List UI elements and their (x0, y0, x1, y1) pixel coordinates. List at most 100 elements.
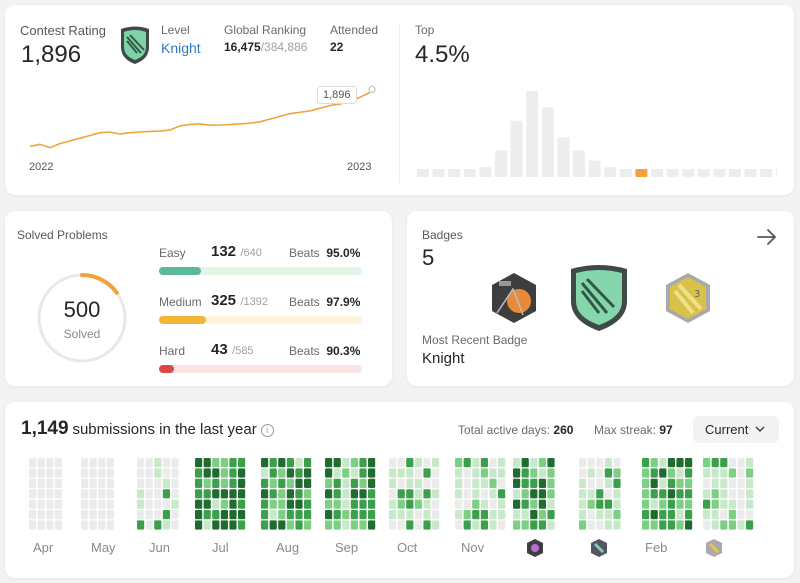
heatmap-cell[interactable] (547, 458, 555, 468)
heatmap-cell[interactable] (137, 489, 145, 499)
distribution-bar[interactable] (713, 169, 726, 177)
heatmap-cell[interactable] (579, 468, 587, 478)
heatmap-cell[interactable] (106, 520, 114, 530)
heatmap-cell[interactable] (423, 520, 431, 530)
heatmap-cell[interactable] (423, 468, 431, 478)
heatmap-cell[interactable] (203, 510, 211, 520)
heatmap-cell[interactable] (432, 520, 440, 530)
heatmap-cell[interactable] (212, 478, 220, 488)
heatmap-cell[interactable] (746, 478, 754, 488)
heatmap-cell[interactable] (650, 489, 658, 499)
heatmap-cell[interactable] (162, 458, 170, 468)
heatmap-cell[interactable] (521, 520, 529, 530)
heatmap-cell[interactable] (261, 478, 269, 488)
heatmap-cell[interactable] (685, 499, 693, 509)
heatmap-cell[interactable] (238, 489, 246, 499)
heatmap-cell[interactable] (220, 458, 228, 468)
heatmap-cell[interactable] (397, 499, 405, 509)
heatmap-cell[interactable] (295, 478, 303, 488)
heatmap-cell[interactable] (359, 489, 367, 499)
heatmap-cell[interactable] (145, 520, 153, 530)
heatmap-cell[interactable] (162, 489, 170, 499)
heatmap-cell[interactable] (642, 478, 650, 488)
heatmap-cell[interactable] (538, 499, 546, 509)
heatmap-cell[interactable] (46, 489, 54, 499)
heatmap-cell[interactable] (238, 458, 246, 468)
heatmap-cell[interactable] (359, 478, 367, 488)
heatmap-cell[interactable] (162, 510, 170, 520)
heatmap-cell[interactable] (538, 458, 546, 468)
heatmap-cell[interactable] (195, 489, 203, 499)
heatmap-cell[interactable] (472, 489, 480, 499)
distribution-bar[interactable] (744, 169, 757, 177)
heatmap-cell[interactable] (538, 489, 546, 499)
heatmap-cell[interactable] (145, 499, 153, 509)
heatmap-cell[interactable] (596, 458, 604, 468)
heatmap-cell[interactable] (342, 520, 350, 530)
heatmap-cell[interactable] (432, 489, 440, 499)
heatmap-cell[interactable] (414, 478, 422, 488)
heatmap-cell[interactable] (604, 478, 612, 488)
heatmap-cell[interactable] (596, 489, 604, 499)
heatmap-cell[interactable] (333, 510, 341, 520)
heatmap-cell[interactable] (480, 478, 488, 488)
heatmap-cell[interactable] (489, 478, 497, 488)
heatmap-cell[interactable] (342, 468, 350, 478)
heatmap-cell[interactable] (423, 499, 431, 509)
heatmap-cell[interactable] (642, 510, 650, 520)
heatmap-cell[interactable] (642, 468, 650, 478)
heatmap-cell[interactable] (737, 489, 745, 499)
distribution-bar[interactable] (573, 150, 585, 178)
heatmap-cell[interactable] (333, 468, 341, 478)
heatmap-cell[interactable] (37, 510, 45, 520)
heatmap-cell[interactable] (498, 499, 506, 509)
heatmap-cell[interactable] (667, 468, 675, 478)
distribution-bar[interactable] (651, 169, 663, 177)
heatmap-cell[interactable] (397, 489, 405, 499)
heatmap-cell[interactable] (229, 458, 237, 468)
heatmap-cell[interactable] (579, 489, 587, 499)
heatmap-cell[interactable] (286, 520, 294, 530)
heatmap-cell[interactable] (342, 458, 350, 468)
heatmap-cell[interactable] (389, 499, 397, 509)
heatmap-cell[interactable] (154, 510, 162, 520)
heatmap-cell[interactable] (530, 468, 538, 478)
heatmap-cell[interactable] (261, 458, 269, 468)
heatmap-cell[interactable] (659, 458, 667, 468)
heatmap-cell[interactable] (106, 510, 114, 520)
heatmap-cell[interactable] (521, 510, 529, 520)
heatmap-cell[interactable] (538, 478, 546, 488)
heatmap-cell[interactable] (359, 510, 367, 520)
days-badge-icon[interactable] (489, 271, 539, 325)
heatmap-cell[interactable] (106, 468, 114, 478)
heatmap-cell[interactable] (513, 478, 521, 488)
heatmap-cell[interactable] (596, 478, 604, 488)
heatmap-cell[interactable] (261, 468, 269, 478)
heatmap-cell[interactable] (54, 489, 62, 499)
heatmap-cell[interactable] (480, 489, 488, 499)
heatmap-cell[interactable] (46, 499, 54, 509)
heatmap-cell[interactable] (463, 489, 471, 499)
heatmap-cell[interactable] (579, 458, 587, 468)
heatmap-cell[interactable] (463, 520, 471, 530)
heatmap-cell[interactable] (295, 520, 303, 530)
heatmap-cell[interactable] (650, 520, 658, 530)
distribution-bar[interactable] (697, 169, 710, 177)
heatmap-cell[interactable] (295, 458, 303, 468)
heatmap-cell[interactable] (278, 458, 286, 468)
heatmap-cell[interactable] (212, 468, 220, 478)
heatmap-cell[interactable] (278, 520, 286, 530)
heatmap-cell[interactable] (530, 458, 538, 468)
heatmap-cell[interactable] (737, 458, 745, 468)
heatmap-cell[interactable] (703, 510, 711, 520)
year-select[interactable]: Current (693, 416, 779, 443)
heatmap-cell[interactable] (98, 489, 106, 499)
heatmap-cell[interactable] (432, 478, 440, 488)
heatmap-cell[interactable] (98, 468, 106, 478)
heatmap-cell[interactable] (650, 468, 658, 478)
heatmap-cell[interactable] (137, 468, 145, 478)
heatmap-cell[interactable] (278, 489, 286, 499)
heatmap-cell[interactable] (342, 499, 350, 509)
heatmap-cell[interactable] (81, 468, 89, 478)
heatmap-cell[interactable] (498, 458, 506, 468)
